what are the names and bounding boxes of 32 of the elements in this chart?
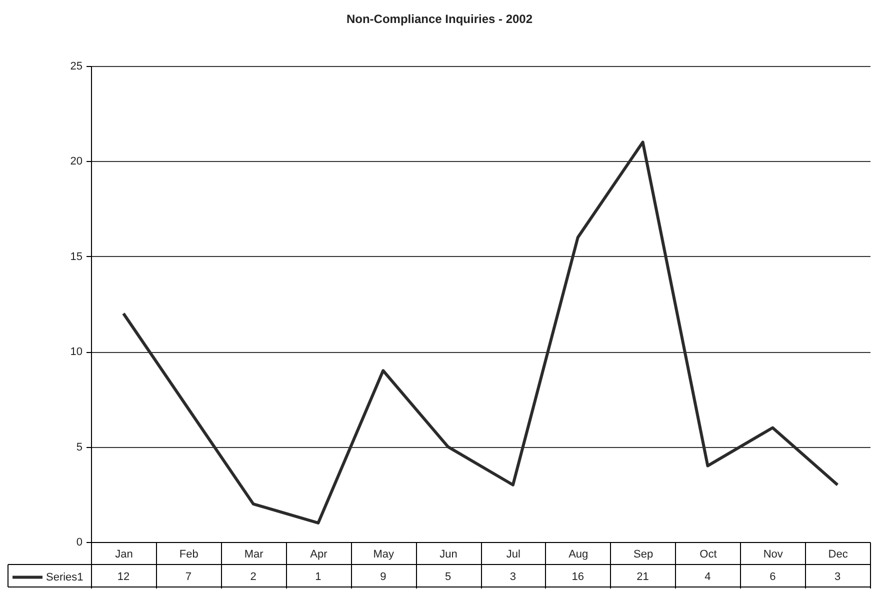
x-tick-label: Jul — [506, 548, 520, 560]
x-tick-label: May — [373, 548, 395, 560]
y-tick-label: 20 — [70, 156, 82, 168]
x-tick-label: Sep — [634, 548, 654, 560]
data-label: 6 — [770, 570, 776, 583]
data-label: 3 — [510, 570, 516, 583]
x-tick-label: Aug — [568, 548, 588, 560]
data-label: 1 — [315, 570, 322, 583]
x-tick-label: Dec — [828, 548, 848, 560]
x-tick-label: Nov — [763, 548, 784, 560]
y-tick-label: 0 — [76, 536, 82, 548]
y-tick-label: 25 — [70, 60, 82, 72]
data-label: 21 — [636, 570, 649, 583]
data-label: 16 — [572, 570, 584, 583]
x-tick-label: Jan — [115, 548, 133, 560]
data-label: 4 — [704, 570, 711, 583]
data-label: 7 — [185, 570, 192, 583]
data-label: 5 — [444, 570, 452, 583]
data-label: 9 — [380, 570, 386, 583]
legend-label: Series1 — [46, 571, 84, 584]
x-tick-label: Apr — [310, 548, 328, 560]
x-tick-label: Oct — [700, 548, 717, 560]
data-label: 12 — [117, 570, 130, 583]
x-tick-label: Mar — [244, 548, 264, 560]
y-tick-label: 5 — [76, 441, 82, 454]
data-label: 2 — [250, 570, 256, 583]
data-label: 3 — [834, 570, 841, 583]
x-tick-label: Feb — [179, 548, 198, 560]
y-tick-label: 10 — [70, 346, 82, 358]
y-tick-label: 15 — [70, 250, 82, 263]
chart-title: Non-Compliance Inquiries - 2002 — [346, 12, 533, 26]
x-tick-label: Jun — [440, 548, 458, 560]
